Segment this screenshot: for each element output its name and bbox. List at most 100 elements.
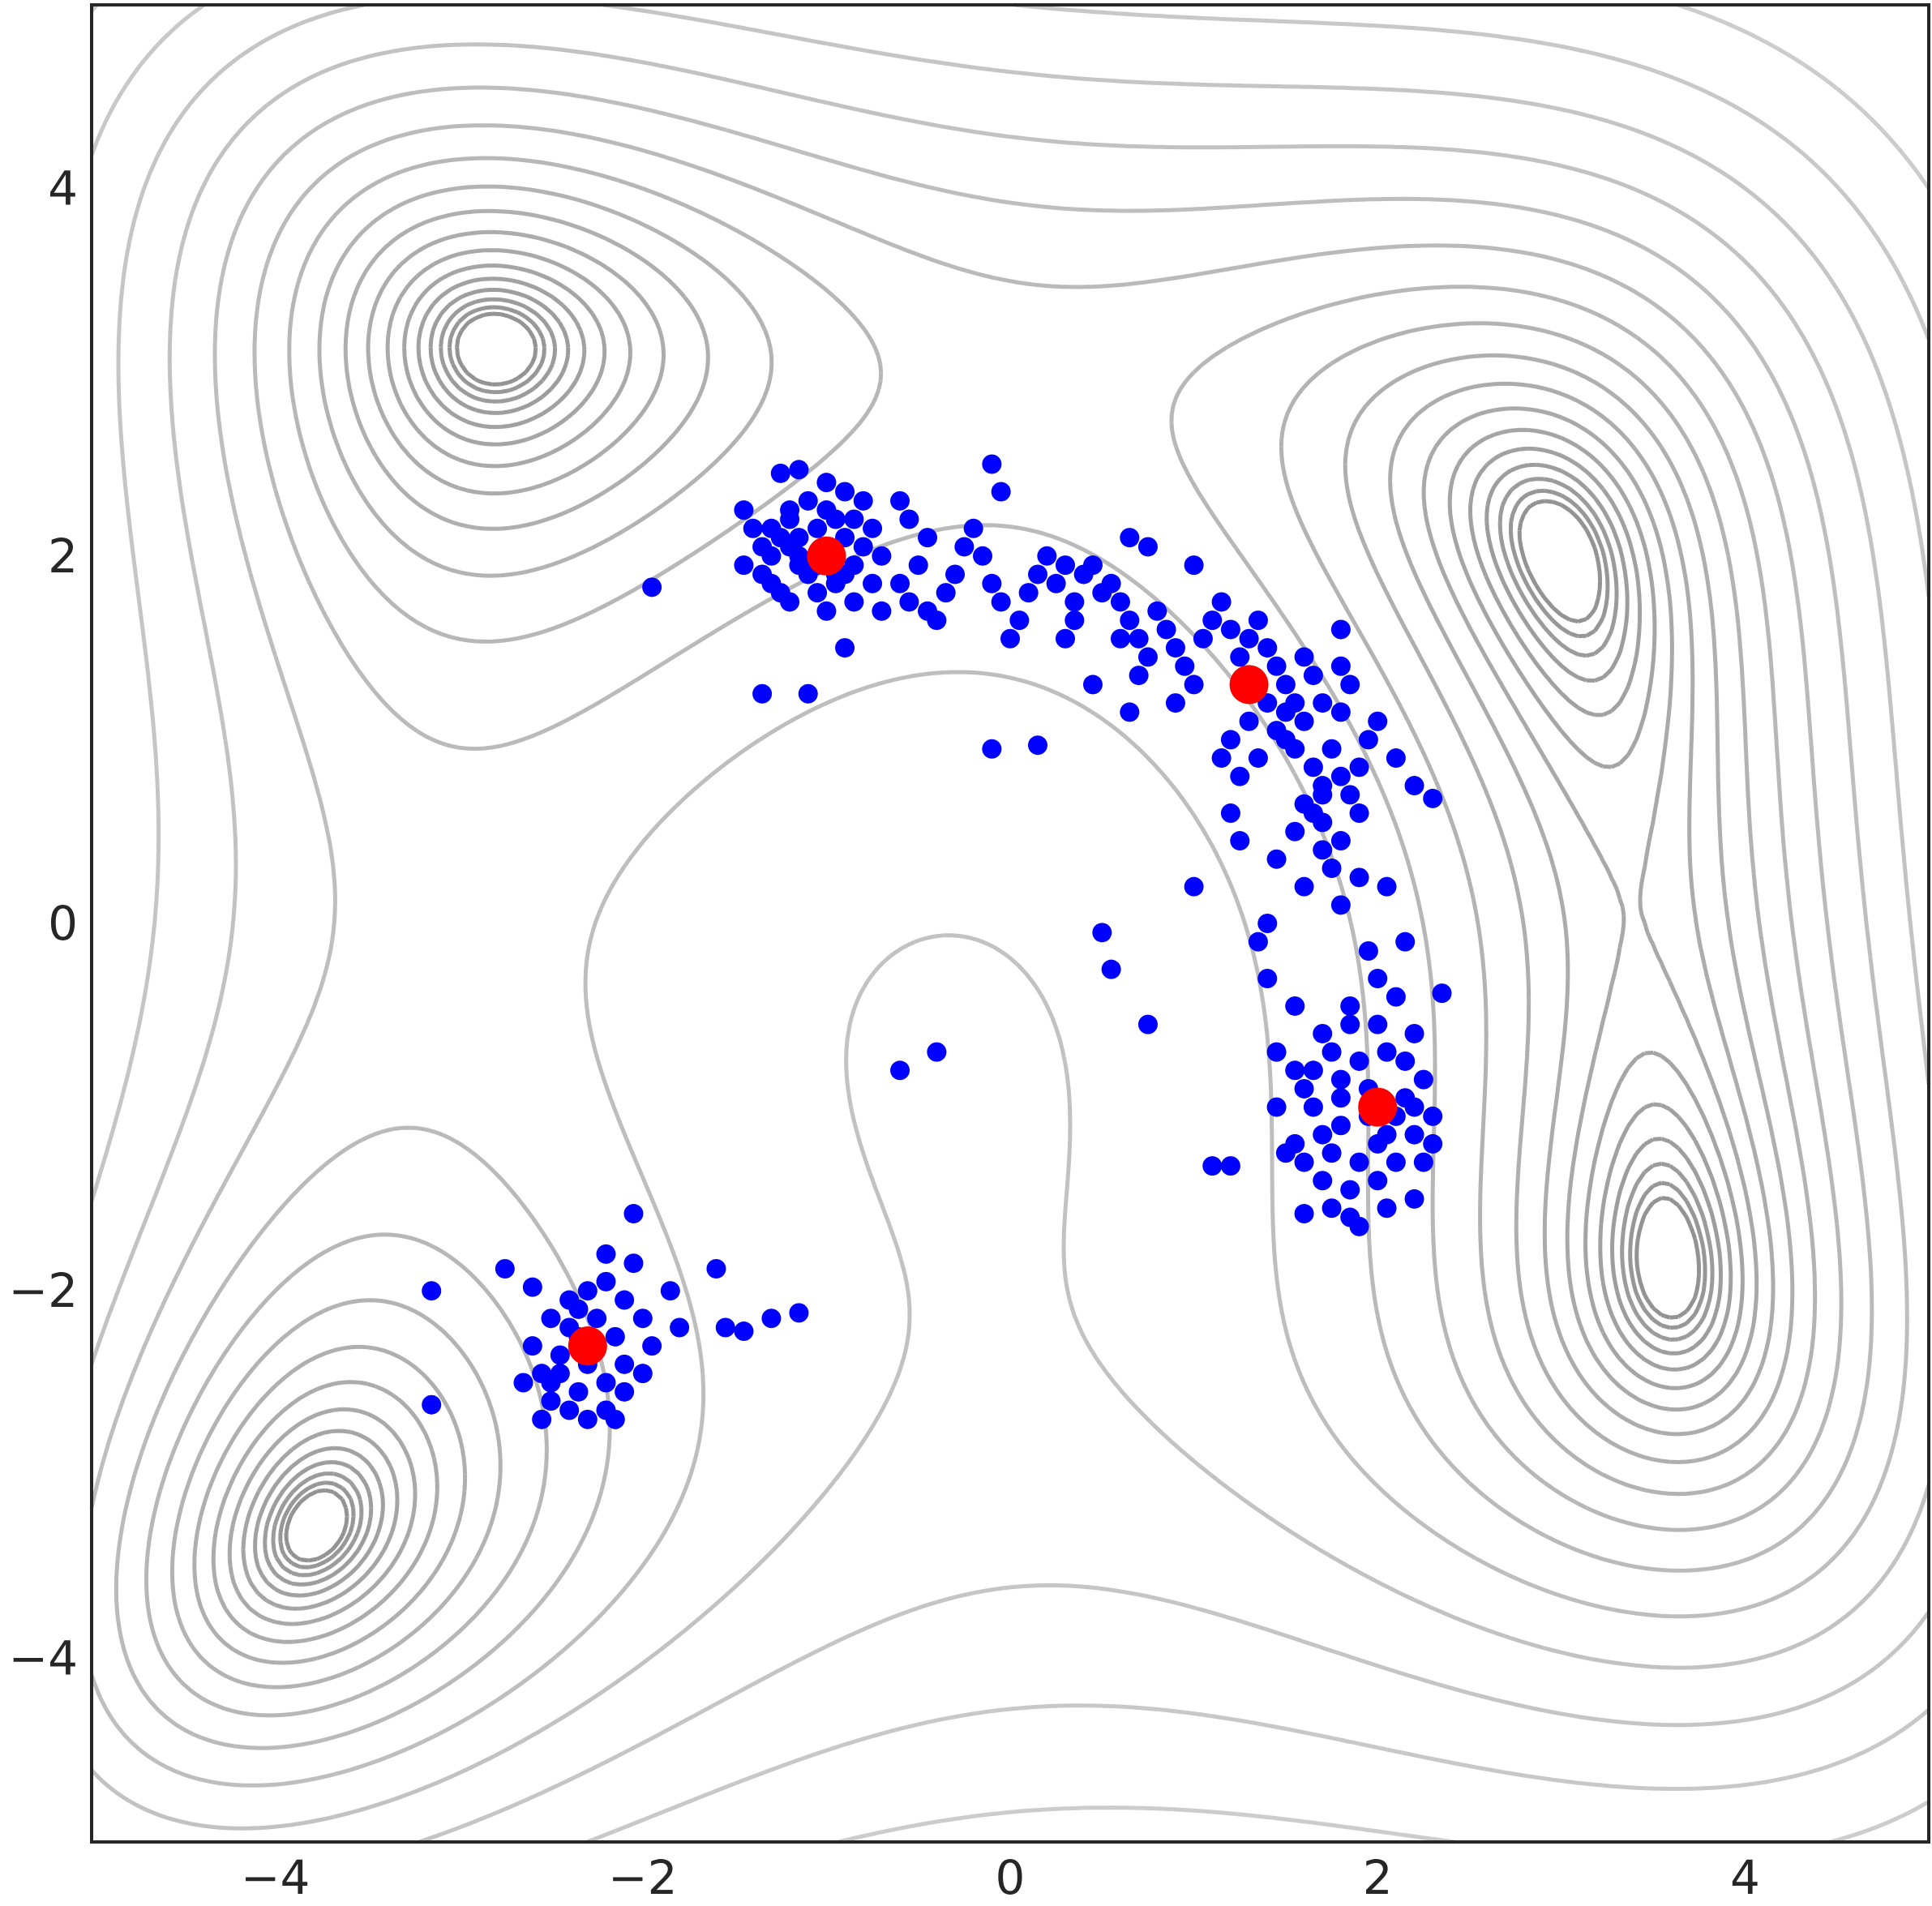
sample-point: [1423, 1106, 1443, 1126]
sample-point: [835, 482, 855, 502]
sample-point: [936, 583, 956, 603]
sample-point: [982, 454, 1002, 474]
sample-point: [1340, 1207, 1360, 1227]
sample-point: [1202, 1156, 1223, 1176]
contour-line: [169, 184, 1818, 1690]
sample-point: [1266, 1042, 1287, 1062]
sample-point: [1120, 528, 1140, 548]
contour-lines: [89, 2, 1931, 1844]
sample-point: [1257, 968, 1278, 988]
x-tick-label: 0: [996, 1850, 1026, 1905]
sample-point: [789, 1303, 809, 1323]
sample-point: [1211, 748, 1232, 769]
sample-point: [541, 1391, 561, 1411]
sample-point: [863, 573, 883, 593]
minimum-marker: [807, 536, 846, 576]
sample-point: [1313, 1124, 1333, 1145]
sample-point: [1285, 739, 1305, 759]
sample-point: [1018, 583, 1039, 603]
sample-point: [918, 528, 938, 548]
sample-point: [816, 601, 837, 621]
sample-point: [587, 1309, 607, 1329]
sample-point: [577, 1281, 598, 1301]
sample-point: [780, 537, 800, 557]
sample-point: [1082, 555, 1103, 576]
sample-point: [1027, 735, 1047, 756]
sample-point: [890, 490, 910, 511]
sample-point: [1055, 555, 1075, 576]
sample-point: [853, 490, 873, 511]
sample-point: [1313, 1171, 1333, 1191]
sample-point: [550, 1345, 570, 1365]
sample-point: [1110, 592, 1130, 612]
sample-point: [1294, 876, 1314, 897]
sample-point: [1101, 959, 1121, 979]
sample-point: [734, 500, 754, 520]
sample-point: [1184, 675, 1204, 695]
sample-point: [1129, 666, 1149, 686]
sample-point: [1322, 739, 1342, 759]
sample-point: [532, 1364, 552, 1384]
sample-point: [1395, 932, 1416, 952]
y-axis-ticks: −4 −2 0 2 4: [9, 161, 79, 1686]
sample-point: [1377, 1198, 1397, 1219]
sample-point: [623, 1253, 644, 1274]
sample-point: [596, 1271, 616, 1291]
sample-point: [780, 509, 800, 529]
sample-point: [991, 592, 1011, 612]
sample-point: [715, 1317, 735, 1338]
sample-point: [835, 638, 855, 658]
sample-point: [1220, 619, 1240, 640]
sample-point: [1313, 693, 1333, 713]
contour-line: [278, 305, 1707, 1570]
sample-point: [1330, 895, 1351, 915]
sample-point: [1184, 876, 1204, 897]
sample-point: [1404, 1097, 1424, 1117]
sample-point: [1340, 785, 1360, 805]
x-axis-ticks: −4 −2 0 2 4: [241, 1850, 1760, 1905]
sample-point: [1303, 666, 1323, 686]
sample-point: [1404, 1124, 1424, 1145]
sample-point: [1000, 628, 1020, 649]
sample-point: [1386, 987, 1406, 1007]
sample-point: [973, 546, 993, 566]
sample-point: [927, 1042, 947, 1062]
sample-point: [899, 592, 919, 612]
sample-point: [1423, 788, 1443, 808]
sample-point: [522, 1277, 542, 1297]
sample-point: [1165, 693, 1185, 713]
contour-line: [253, 276, 1733, 1598]
sample-point: [1285, 996, 1305, 1016]
sample-point: [1303, 1060, 1323, 1081]
sample-point: [1413, 1069, 1433, 1090]
sample-point: [734, 1321, 754, 1342]
sample-point: [807, 583, 828, 603]
sample-point: [1330, 1116, 1351, 1136]
sample-points: [422, 454, 1452, 1429]
sample-point: [596, 1373, 616, 1393]
sample-point: [1349, 1051, 1369, 1071]
sample-point: [1266, 1097, 1287, 1117]
sample-point: [1248, 748, 1268, 769]
sample-point: [1294, 711, 1314, 731]
sample-point: [770, 583, 790, 603]
sample-point: [863, 518, 883, 538]
x-tick-label: 2: [1363, 1850, 1393, 1905]
contour-line: [263, 287, 1723, 1587]
sample-point: [1120, 610, 1140, 631]
sample-point: [1285, 821, 1305, 842]
sample-point: [963, 518, 983, 538]
sample-point: [1101, 573, 1121, 593]
sample-point: [615, 1354, 635, 1374]
sample-point: [1156, 619, 1176, 640]
sample-point: [632, 1309, 653, 1329]
sample-point: [1239, 711, 1259, 731]
sample-point: [1322, 1198, 1342, 1219]
sample-point: [789, 555, 809, 576]
sample-point: [1368, 711, 1388, 731]
contour-line: [227, 248, 1759, 1626]
sample-point: [1257, 914, 1278, 933]
sample-point: [1330, 831, 1351, 851]
sample-point: [844, 509, 864, 529]
sample-point: [1349, 757, 1369, 777]
